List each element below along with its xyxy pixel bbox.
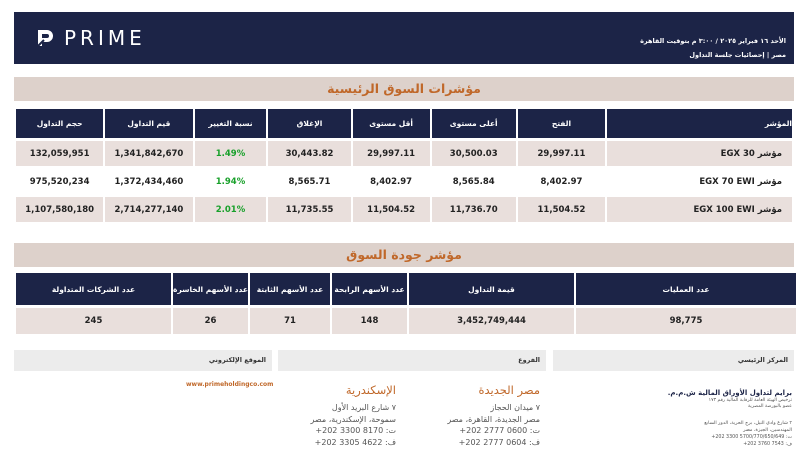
col-volume: حجم التداول: [16, 109, 104, 138]
company-name: برايم لتداول الأوراق المالية ش.م.م.: [667, 389, 792, 397]
low-cell: 29,997.11: [352, 141, 430, 166]
turnover-cell: 3,452,749,444: [409, 308, 574, 334]
main-indices-title-bar: مؤشرات السوق الرئيسية: [14, 77, 794, 101]
value-cell: 1,372,434,460: [114, 176, 184, 187]
col-close: الإغلاق: [268, 109, 351, 138]
change-cell: 1.94%: [215, 176, 246, 187]
company-street: ٢ شارع وادي النيل، برج الحرية، الدور الس…: [704, 421, 792, 426]
company-license-2: عضو بالبورصة المصرية: [747, 404, 792, 409]
traded-cell: 245: [16, 308, 171, 334]
company-license-1: ترخيص الهيئة العامة للرقابة المالية رقم …: [708, 398, 792, 403]
company-phone: ت: 5700/770/650/649 3300 202+: [711, 435, 792, 440]
col-index: المؤشر: [607, 109, 792, 138]
col-losers: عدد الأسهم الخاسرة: [173, 273, 248, 305]
heliopolis-street: ٧ ميدان الحجاز: [490, 403, 540, 412]
heliopolis-phone: ت: 0600 2777 202+: [459, 426, 540, 435]
table-header-row: حجم التداول قيم التداول نسبة التغيير الإ…: [16, 109, 792, 138]
table-row: 975,520,234 1,372,434,460 1.94% 8,565.71…: [16, 169, 792, 194]
market-quality-title-bar: مؤشر جودة السوق: [14, 243, 794, 267]
brand-logo[interactable]: PRIME: [36, 26, 146, 50]
website-label: الموقع الإلكتروني: [208, 356, 266, 364]
index-name-cell: مؤشر EGX 70 EWI: [699, 176, 782, 187]
branches-header: الفروع: [278, 350, 546, 371]
website-section: الموقع الإلكتروني: [14, 350, 272, 371]
report-date: الأحد ١٦ فبراير ٢٠٢٥ / ٣:٠٠ م بتوقيت الق…: [640, 37, 786, 45]
change-cell: 1.49%: [194, 141, 267, 166]
branches-label: الفروع: [518, 356, 540, 364]
open-cell: 8,402.97: [540, 176, 583, 187]
low-cell: 11,504.52: [352, 197, 430, 222]
headquarters-section: المركز الرئيسي: [553, 350, 794, 371]
heliopolis-fax: ف: 0604 2777 202+: [458, 437, 540, 447]
alexandria-street: ٧ شارع البريد الأول: [331, 403, 396, 412]
alexandria-address: ٧ شارع البريد الأول سموحة، الإسكندرية، م…: [311, 402, 396, 448]
col-gainers: عدد الأسهم الرابحة: [332, 273, 407, 305]
value-cell: 2,714,277,140: [105, 197, 193, 222]
col-trades: عدد العمليات: [576, 273, 796, 305]
heliopolis-city: مصر الجديدة: [478, 383, 540, 397]
alexandria-city: الإسكندرية: [345, 383, 396, 397]
branches-section: الفروع: [278, 350, 546, 371]
alexandria-phone: ت: 8170 3300 202+: [315, 426, 396, 435]
open-cell: 11,504.52: [517, 197, 606, 222]
brand-name: PRIME: [64, 26, 146, 50]
headquarters-label: المركز الرئيسي: [737, 356, 788, 364]
col-value: قيم التداول: [105, 109, 193, 138]
heliopolis-address: ٧ ميدان الحجاز مصر الجديدة، القاهرة، مصر…: [447, 402, 540, 448]
market-quality-table: عدد الشركات المتداولة عدد الأسهم الخاسرة…: [14, 270, 798, 337]
col-open: الفتح: [517, 109, 606, 138]
index-name-cell: مؤشر EGX 30: [607, 141, 792, 166]
company-area: المهندسين، الجيزة، مصر: [743, 428, 792, 433]
open-cell: 29,997.11: [517, 141, 606, 166]
close-cell: 30,443.82: [268, 141, 351, 166]
col-turnover: قيمة التداول: [409, 273, 574, 305]
main-indices-table: حجم التداول قيم التداول نسبة التغيير الإ…: [14, 106, 794, 225]
table-row: 245 26 71 148 3,452,749,444 98,775: [16, 308, 796, 334]
alexandria-area: سموحة، الإسكندرية، مصر: [310, 414, 396, 424]
change-cell: 2.01%: [194, 197, 267, 222]
prime-logo-icon: [37, 30, 53, 47]
losers-cell: 26: [173, 308, 248, 334]
col-unchanged: عدد الأسهم الثابتة: [250, 273, 330, 305]
col-low: أقل مستوى: [352, 109, 430, 138]
headquarters-header: المركز الرئيسي: [553, 350, 794, 371]
close-cell: 8,565.71: [288, 176, 331, 187]
low-cell: 8,402.97: [370, 176, 413, 187]
main-indices-title: مؤشرات السوق الرئيسية: [327, 81, 481, 96]
company-address: ٢ شارع وادي النيل، برج الحرية، الدور الس…: [704, 420, 792, 448]
heliopolis-area: مصر الجديدة، القاهرة، مصر: [447, 414, 540, 424]
high-cell: 8,565.84: [452, 176, 495, 187]
market-quality-title: مؤشر جودة السوق: [346, 247, 462, 262]
table-row: 1,107,580,180 2,714,277,140 2.01% 11,735…: [16, 197, 792, 222]
table-row: 132,059,951 1,341,842,670 1.49% 30,443.8…: [16, 141, 792, 166]
gainers-cell: 148: [332, 308, 407, 334]
company-fax: ف: 7543 3760 202+: [743, 442, 792, 447]
unchanged-cell: 71: [250, 308, 330, 334]
value-cell: 1,341,842,670: [105, 141, 193, 166]
website-link[interactable]: www.primeholdingco.com: [186, 381, 274, 388]
volume-cell: 975,520,234: [29, 176, 90, 187]
trades-cell: 98,775: [576, 308, 796, 334]
col-traded: عدد الشركات المتداولة: [16, 273, 171, 305]
col-high: أعلى مستوى: [431, 109, 516, 138]
col-change: نسبة التغيير: [194, 109, 267, 138]
high-cell: 30,500.03: [431, 141, 516, 166]
close-cell: 11,735.55: [268, 197, 351, 222]
header-banner: PRIME الأحد ١٦ فبراير ٢٠٢٥ / ٣:٠٠ م بتوق…: [14, 12, 794, 64]
volume-cell: 132,059,951: [16, 141, 104, 166]
alexandria-fax: ف: 4622 3305 202+: [314, 437, 396, 447]
high-cell: 11,736.70: [431, 197, 516, 222]
index-name-cell: مؤشر EGX 100 EWI: [607, 197, 792, 222]
report-subtitle: مصر | إحصائيات جلسة التداول: [689, 51, 786, 59]
company-licenses: ترخيص الهيئة العامة للرقابة المالية رقم …: [709, 398, 792, 410]
website-header: الموقع الإلكتروني: [14, 350, 272, 371]
volume-cell: 1,107,580,180: [16, 197, 104, 222]
table-header-row: عدد الشركات المتداولة عدد الأسهم الخاسرة…: [16, 273, 796, 305]
